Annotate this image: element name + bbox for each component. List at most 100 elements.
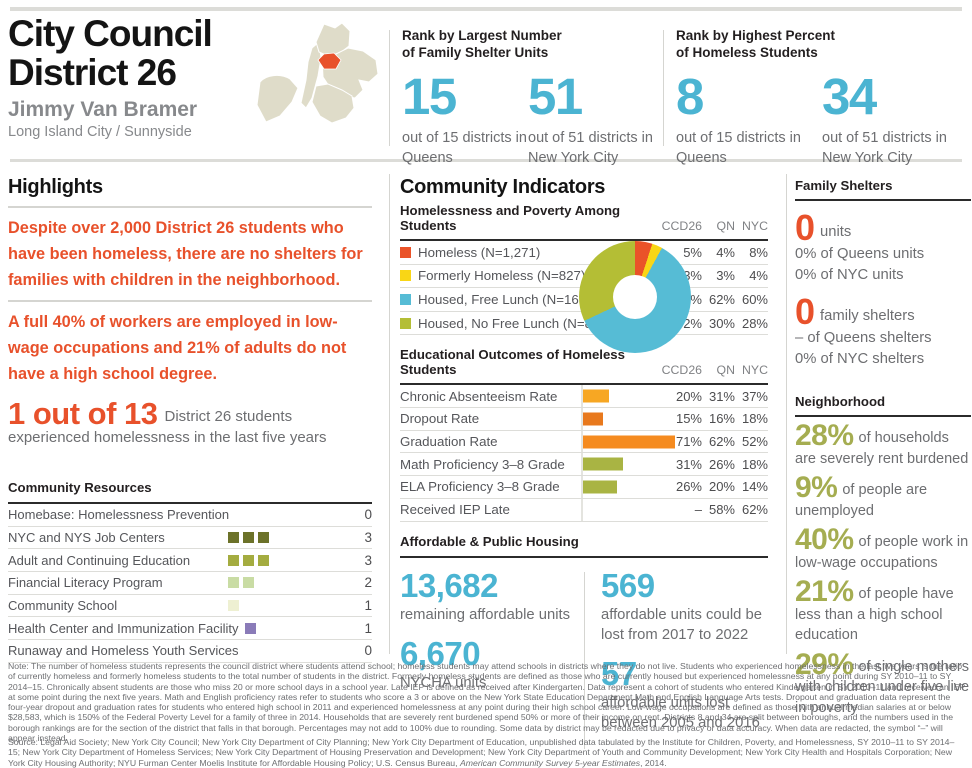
highlights-column: Highlights Despite over 2,000 District 2… xyxy=(8,170,372,663)
page-title: City Council District 26 xyxy=(8,13,213,93)
outcome-row: Dropout Rate 15% 16% 18% xyxy=(400,408,768,431)
family-shelters-title: Family Shelters xyxy=(795,170,971,201)
educational-outcomes-table: Educational Outcomes of Homeless Student… xyxy=(400,347,768,522)
resource-row: Community School 1 xyxy=(8,595,372,618)
family-shelters-stat: 0 family shelters – of Queens shelters 0%… xyxy=(795,291,932,367)
unemployed-stat: 9% of people are unemployed xyxy=(795,471,928,519)
rank-heading: Rank by Largest Number of Family Shelter… xyxy=(402,28,562,60)
resource-square xyxy=(258,532,269,544)
resource-square xyxy=(244,622,256,634)
resource-count: 1 xyxy=(364,620,372,636)
map-staten-island xyxy=(256,74,299,123)
community-resources-title: Community Resources xyxy=(8,480,372,504)
remaining-affordable-units-value: 13,682 xyxy=(400,566,498,604)
outcome-row: Received IEP Late – 58% 62% xyxy=(400,498,768,522)
resource-squares xyxy=(228,577,350,589)
shelter-units-stat: 0 units 0% of Queens units 0% of NYC unit… xyxy=(795,207,925,283)
rank-stat-nyc: 34 out of 51 districts in New York City xyxy=(822,71,968,168)
resource-count: 1 xyxy=(364,598,372,614)
header-bottom-rule xyxy=(10,159,962,162)
donut-chart xyxy=(579,241,691,353)
rank-value: 8 xyxy=(676,68,704,125)
units-lost-caption: affordable units lost between 2005 and 2… xyxy=(601,694,760,731)
poverty-row: Housed, No Free Lunch (N=8,602) 32% 30% … xyxy=(400,312,768,336)
resource-square xyxy=(228,600,239,612)
column-divider-right xyxy=(786,174,787,654)
column-divider-left xyxy=(389,174,390,654)
bar xyxy=(583,412,603,426)
housing-left-stats: 13,682 remaining affordable units 6,670 … xyxy=(400,569,584,745)
community-resources-table: Community Resources Homebase: Homelessne… xyxy=(8,480,372,663)
resource-count: 2 xyxy=(364,575,372,591)
units-could-be-lost-value: 569 xyxy=(601,566,655,604)
resource-square xyxy=(228,577,239,589)
affordable-housing-title: Affordable & Public Housing xyxy=(400,534,768,558)
column-header-qn: QN xyxy=(716,219,735,233)
bar-area xyxy=(581,476,660,498)
resource-squares xyxy=(244,622,351,634)
ratio-caption: District 26 students experienced homeles… xyxy=(8,408,327,446)
resource-row: Homebase: Homelessness Prevention 0 xyxy=(8,504,372,527)
housing-right-stats: 569 affordable units could be lost from … xyxy=(584,569,768,745)
units-could-be-lost-caption: affordable units could be lost from 2017… xyxy=(601,606,762,643)
page-title-line2: District 26 xyxy=(8,52,177,93)
rank-caption: out of 51 districts in New York City xyxy=(528,130,653,166)
resource-square xyxy=(243,532,254,544)
outcome-row: Chronic Absenteeism Rate 20% 31% 37% xyxy=(400,385,768,409)
rank-value: 15 xyxy=(402,68,457,125)
housing-divider xyxy=(584,571,585,749)
page-title-line1: City Council xyxy=(8,13,213,54)
bar-area xyxy=(581,453,660,476)
rank-caption: out of 51 districts in New York City xyxy=(822,130,947,166)
bar-area xyxy=(581,498,660,521)
rank-heading: Rank by Highest Percent of Homeless Stud… xyxy=(676,28,836,60)
divider xyxy=(8,300,372,302)
header-divider-2 xyxy=(663,30,664,146)
outcome-row: Graduation Rate 71% 62% 52% xyxy=(400,430,768,454)
outcome-row: ELA Proficiency 3–8 Grade 26% 20% 14% xyxy=(400,476,768,499)
highlight-paragraph-2: A full 40% of workers are employed in lo… xyxy=(8,313,347,383)
neighborhood-title: Neighborhood xyxy=(795,386,971,417)
column-header-nyc: NYC xyxy=(742,219,768,233)
bar xyxy=(583,389,609,403)
outcome-row: Math Proficiency 3–8 Grade 31% 26% 18% xyxy=(400,453,768,477)
single-mothers-stat: 29% of single mothers with children under… xyxy=(795,647,970,716)
nycha-units-value: 6,670 xyxy=(400,634,481,672)
legend-square-housed-no-free-lunch xyxy=(400,317,411,329)
rank-stat-queens: 8 out of 15 districts in Queens xyxy=(676,68,822,168)
poverty-row: Homeless (N=1,271) 5% 4% 8% xyxy=(400,241,768,265)
bar xyxy=(583,457,624,471)
map-brooklyn xyxy=(311,83,355,124)
legend-square-formerly-homeless xyxy=(400,270,411,282)
nyc-map xyxy=(252,18,382,144)
shelter-units-value: 0 xyxy=(795,207,816,248)
resource-squares xyxy=(228,554,350,566)
bar-area xyxy=(581,385,660,408)
source-note: Source: Legal Aid Society; New York City… xyxy=(8,737,955,768)
resource-squares xyxy=(228,600,350,612)
community-indicators-column: Community Indicators Homelessness and Po… xyxy=(400,170,768,749)
family-shelters-value: 0 xyxy=(795,291,816,332)
resource-square xyxy=(228,554,239,566)
homelessness-ratio-stat: 1 out of 13 District 26 students experien… xyxy=(8,398,372,448)
column-header-qn: QN xyxy=(716,363,735,378)
legend-square-homeless xyxy=(400,246,411,258)
column-header-nyc: NYC xyxy=(742,363,768,378)
resource-row: NYC and NYS Job Centers 3 xyxy=(8,527,372,550)
rank-stat-nyc: 51 out of 51 districts in New York City xyxy=(528,71,654,168)
footnote: Note: The number of homeless students re… xyxy=(8,661,966,744)
bar-area xyxy=(581,430,676,453)
resource-square xyxy=(258,554,269,566)
neighborhood-names: Long Island City / Sunnyside xyxy=(8,124,192,140)
educational-outcomes-header: Educational Outcomes of Homeless Student… xyxy=(400,347,768,386)
resource-row: Financial Literacy Program 2 xyxy=(8,572,372,595)
affordable-housing-section: Affordable & Public Housing 13,682 remai… xyxy=(400,534,768,749)
resource-count: 0 xyxy=(364,643,372,659)
bar-area xyxy=(581,408,660,430)
bar xyxy=(583,480,617,494)
header-divider-1 xyxy=(389,30,390,146)
resource-square xyxy=(243,577,254,589)
remaining-affordable-units-caption: remaining affordable units xyxy=(400,606,570,623)
poverty-table-header: Homelessness and Poverty Among Students … xyxy=(400,203,768,241)
right-sidebar: Family Shelters 0 units 0% of Queens unit… xyxy=(795,170,971,718)
